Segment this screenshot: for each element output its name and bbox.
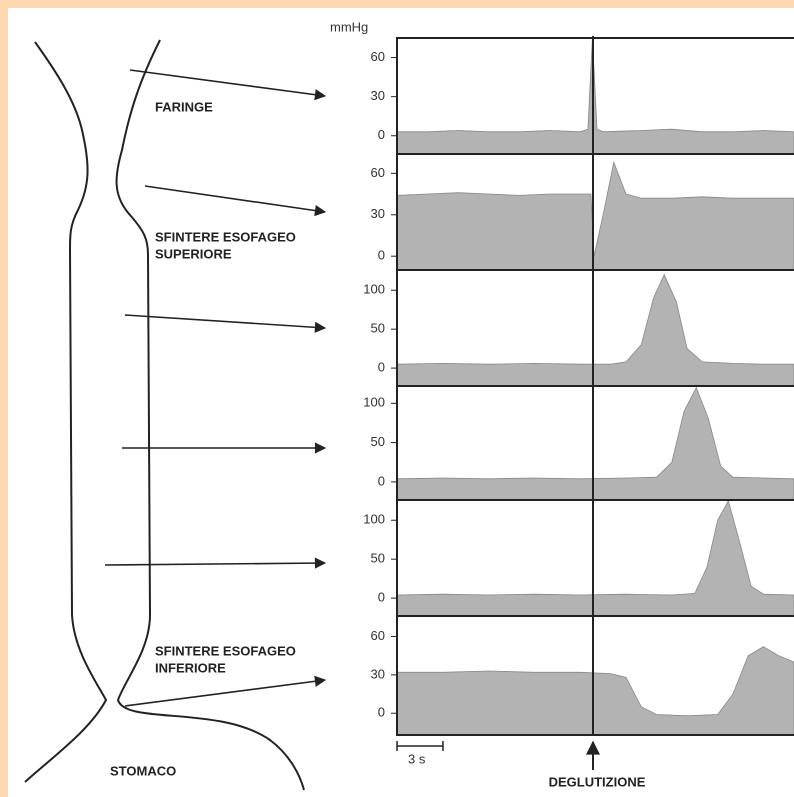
y-tick-label: 100 <box>363 512 385 527</box>
label: SUPERIORE <box>155 246 232 261</box>
unit-label: mmHg <box>330 19 368 34</box>
label: INFERIORE <box>155 660 226 675</box>
pressure-area <box>396 646 794 736</box>
panel-frame <box>396 615 794 736</box>
y-tick-label: 60 <box>371 49 385 64</box>
arrows <box>104 69 327 707</box>
y-tick-label: 0 <box>378 705 385 720</box>
y-tick-label: 60 <box>371 628 385 643</box>
y-tick-label: 60 <box>371 165 385 180</box>
y-tick-label: 30 <box>371 666 385 681</box>
y-tick-label: 50 <box>371 321 385 336</box>
esophagus-outline <box>24 39 305 791</box>
scale-label: 3 s <box>408 751 426 766</box>
label: SFINTERE ESOFAGEO <box>155 643 296 658</box>
label: STOMACO <box>110 763 176 778</box>
pressure-area <box>396 273 794 387</box>
y-tick-label: 100 <box>363 395 385 410</box>
y-tick-label: 0 <box>378 473 385 488</box>
y-tick-label: 0 <box>378 360 385 375</box>
pressure-area <box>396 499 794 617</box>
label: FARINGE <box>155 99 213 114</box>
y-tick-label: 30 <box>371 88 385 103</box>
y-tick-label: 30 <box>371 206 385 221</box>
label: SFINTERE ESOFAGEO <box>155 229 296 244</box>
pressure-area <box>396 37 794 155</box>
scale-bar <box>396 741 444 751</box>
y-tick-label: 50 <box>371 434 385 449</box>
y-tick-label: 0 <box>378 127 385 142</box>
plots: 0 30 60 0 30 60 0 50 100 0 50 100 0 50 100 0 30 60 <box>363 37 794 736</box>
pressure-area <box>396 386 794 501</box>
pressure-area <box>396 160 794 271</box>
y-tick-label: 0 <box>378 248 385 263</box>
swallow-label: DEGLUTIZIONE <box>549 774 646 789</box>
y-tick-label: 50 <box>371 551 385 566</box>
y-tick-label: 100 <box>363 282 385 297</box>
y-tick-label: 0 <box>378 590 385 605</box>
